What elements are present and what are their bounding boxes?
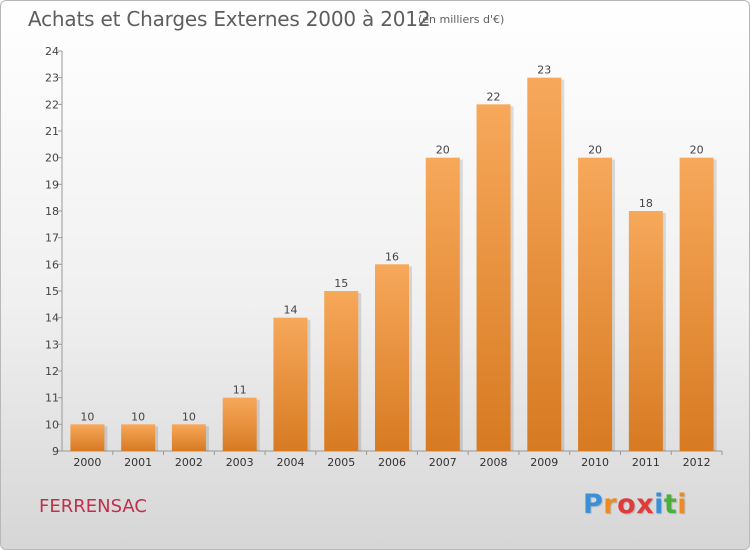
bar-value-label: 10 xyxy=(182,410,196,423)
bar-2000 xyxy=(70,424,105,451)
logo-letter: o xyxy=(617,489,637,520)
x-tick-label: 2003 xyxy=(226,456,254,469)
bar-2004 xyxy=(273,317,308,451)
bar-2003 xyxy=(222,397,257,451)
y-tick-label: 11 xyxy=(45,392,59,405)
bar-2008 xyxy=(476,104,511,451)
y-tick-label: 20 xyxy=(45,152,59,165)
proxiti-logo[interactable]: Proxiti xyxy=(583,489,687,520)
bar-2006 xyxy=(375,264,409,451)
x-tick-label: 2012 xyxy=(683,456,711,469)
x-tick-label: 2001 xyxy=(124,456,152,469)
bar-value-label: 10 xyxy=(131,410,145,423)
y-tick-label: 15 xyxy=(45,285,59,298)
x-tick-label: 2010 xyxy=(581,456,609,469)
y-tick-label: 22 xyxy=(45,98,59,111)
bar-2009 xyxy=(527,77,562,452)
bar-value-label: 14 xyxy=(283,304,297,317)
y-tick-label: 12 xyxy=(45,365,59,378)
x-tick-label: 2011 xyxy=(632,456,660,469)
y-tick-label: 16 xyxy=(45,258,59,271)
bars: 10 10 10 11 14 15 16 20 22 23 20 18 20 xyxy=(70,64,717,452)
x-tick-label: 2004 xyxy=(276,456,304,469)
bar-2007 xyxy=(425,157,460,451)
y-tick-label: 21 xyxy=(45,125,59,138)
y-tick-label: 10 xyxy=(45,418,59,431)
x-tick-label: 2006 xyxy=(378,456,406,469)
y-tick-label: 14 xyxy=(45,312,59,325)
bar-2005 xyxy=(324,291,359,451)
bar-value-label: 10 xyxy=(80,410,94,423)
logo-letter: x xyxy=(636,489,655,520)
logo-letter: r xyxy=(603,489,618,520)
bar-value-label: 20 xyxy=(436,144,450,157)
bar-2010 xyxy=(578,157,613,451)
bar-value-label: 11 xyxy=(233,384,247,397)
bar-value-label: 18 xyxy=(639,197,653,210)
logo-letter: t xyxy=(663,489,678,520)
bar-value-label: 16 xyxy=(385,250,399,263)
bar-value-label: 20 xyxy=(690,144,704,157)
y-tick-label: 9 xyxy=(52,445,59,458)
bar-value-label: 15 xyxy=(334,277,348,290)
logo-letter: i xyxy=(654,489,664,520)
x-tick-label: 2000 xyxy=(73,456,101,469)
y-tick-label: 23 xyxy=(45,72,59,85)
bar-value-label: 22 xyxy=(487,90,501,103)
x-tick-label: 2002 xyxy=(175,456,203,469)
x-tick-label: 2009 xyxy=(530,456,558,469)
y-tick-label: 13 xyxy=(45,338,59,351)
x-tick-label: 2007 xyxy=(429,456,457,469)
logo-letter: P xyxy=(583,489,604,520)
axes: 9 10 11 12 13 14 15 16 17 18 19 20 21 22 23 24 2000 2001 2… xyxy=(45,45,723,469)
logo-letter: i xyxy=(677,489,688,520)
commune-name: FERRENSAC xyxy=(39,496,147,517)
x-tick-label: 2005 xyxy=(327,456,355,469)
bar-value-label: 20 xyxy=(588,144,602,157)
bar-2012 xyxy=(679,157,714,451)
y-tick-label: 19 xyxy=(45,178,59,191)
chart-title: Achats et Charges Externes 2000 à 2012 xyxy=(28,7,431,31)
y-tick-label: 18 xyxy=(45,205,59,218)
bar-2002 xyxy=(171,424,206,451)
y-tick-label: 24 xyxy=(45,45,59,58)
chart-subtitle: (en milliers d'€) xyxy=(418,13,505,26)
bar-2001 xyxy=(121,424,156,451)
y-tick-label: 17 xyxy=(45,232,59,245)
bar-value-label: 23 xyxy=(537,64,551,77)
x-tick-label: 2008 xyxy=(480,456,508,469)
bar-2011 xyxy=(628,211,663,451)
